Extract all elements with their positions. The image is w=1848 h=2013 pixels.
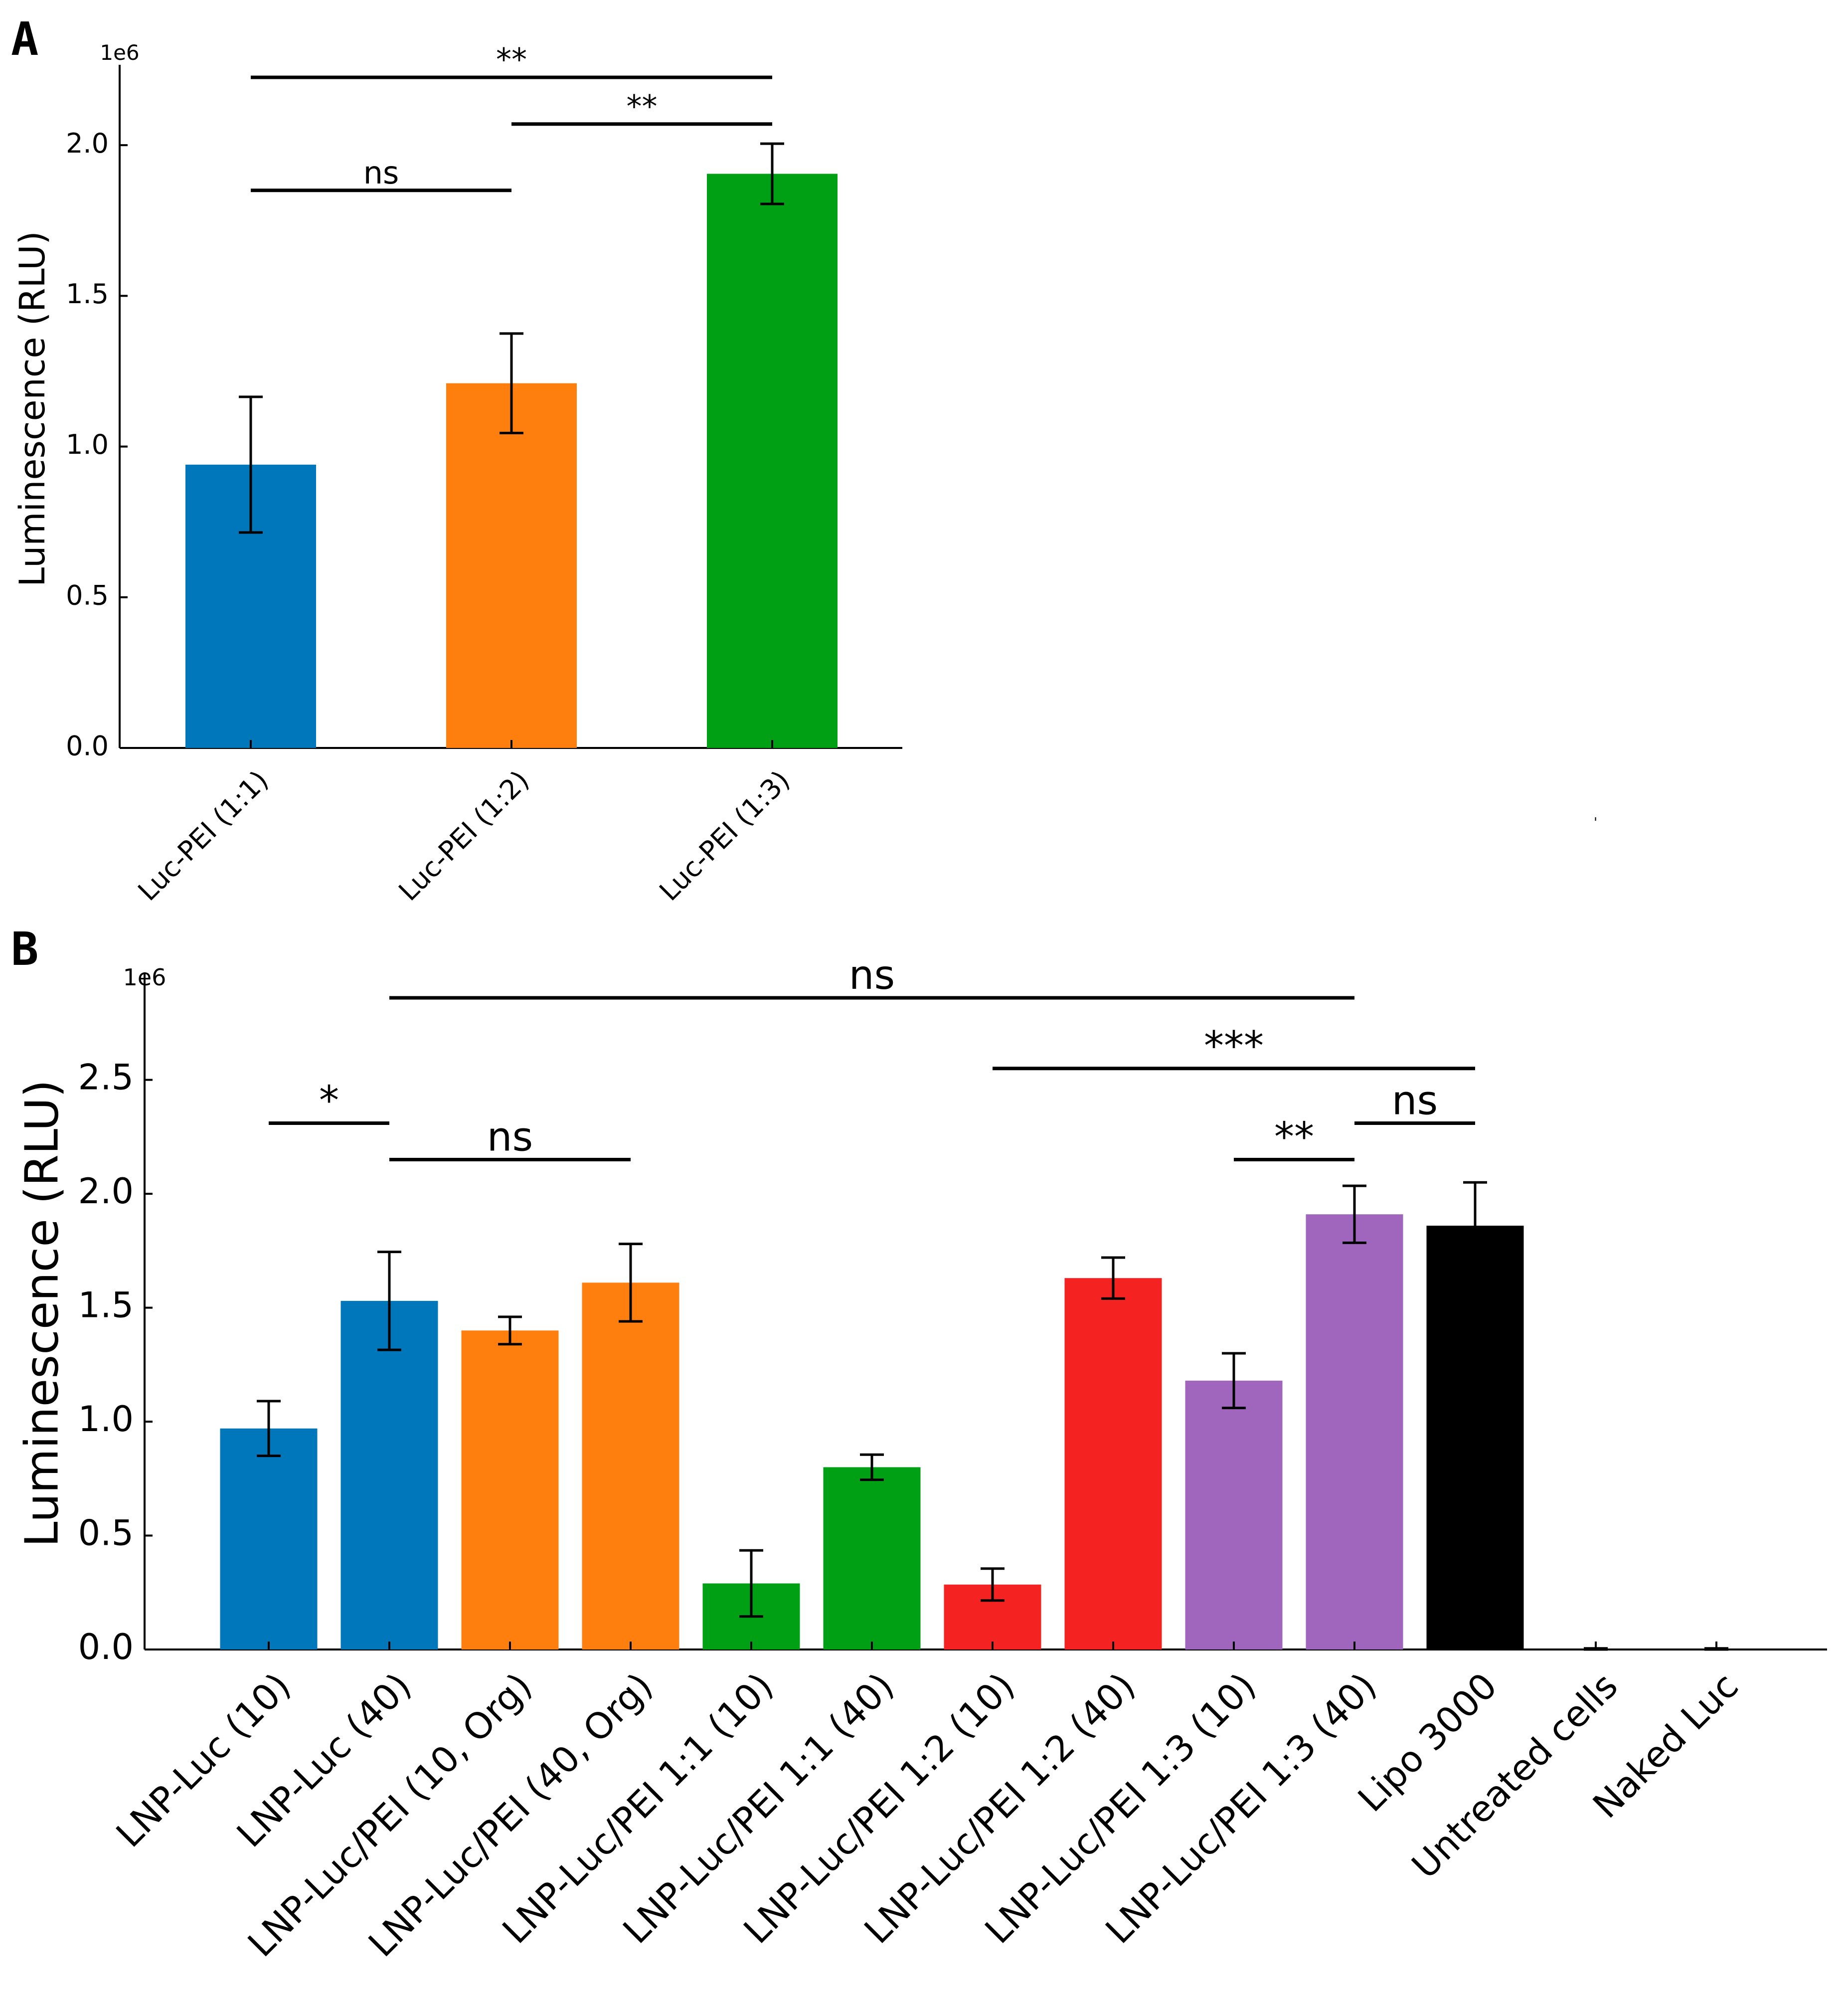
bar xyxy=(1185,1380,1283,1649)
significance-label: ** xyxy=(1274,1114,1314,1160)
axis-multiplier: 1e6 xyxy=(100,40,139,65)
bar xyxy=(1426,1226,1524,1649)
y-tick-label: 0.0 xyxy=(78,1627,134,1667)
significance-label: ns xyxy=(1392,1077,1438,1123)
y-tick-label: 1.5 xyxy=(66,278,109,310)
y-axis-label: Luminescence (RLU) xyxy=(12,231,53,586)
significance-label: * xyxy=(319,1077,339,1123)
bar xyxy=(220,1428,318,1649)
stray-mark: ' xyxy=(1594,815,1597,830)
y-tick-label: 1.5 xyxy=(78,1285,134,1326)
significance-label: ** xyxy=(496,41,527,78)
bar xyxy=(1306,1214,1403,1649)
y-tick-label: 0.0 xyxy=(66,731,109,762)
bar xyxy=(707,174,838,748)
bar xyxy=(823,1467,921,1649)
y-tick-label: 1.0 xyxy=(78,1399,134,1440)
y-tick-label: 2.0 xyxy=(78,1171,134,1212)
bar xyxy=(340,1300,438,1649)
bar xyxy=(446,383,577,748)
significance-label: ** xyxy=(627,88,658,125)
panel-b-letter: B xyxy=(11,922,38,976)
y-tick-label: 0.5 xyxy=(66,579,109,611)
significance-label: ns xyxy=(487,1114,533,1160)
y-tick-label: 2.5 xyxy=(78,1057,134,1098)
significance-label: ns xyxy=(363,155,399,191)
significance-label: *** xyxy=(1204,1023,1264,1069)
y-tick-label: 1.0 xyxy=(66,429,109,460)
bar xyxy=(582,1282,679,1649)
y-axis-label: Luminescence (RLU) xyxy=(15,1080,68,1547)
y-tick-label: 2.0 xyxy=(66,128,109,159)
y-tick-label: 0.5 xyxy=(78,1513,134,1554)
bar xyxy=(1064,1278,1162,1649)
panel-a-letter: A xyxy=(11,12,38,66)
bar xyxy=(461,1330,559,1649)
significance-label: ns xyxy=(849,952,895,998)
axis-multiplier: 1e6 xyxy=(123,964,167,991)
